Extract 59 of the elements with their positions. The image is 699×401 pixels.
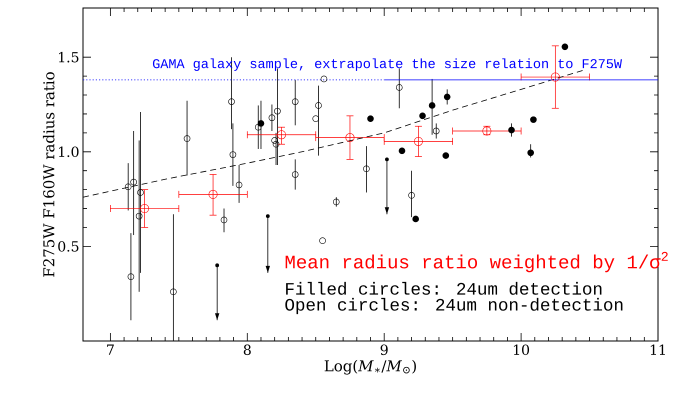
point xyxy=(271,137,278,144)
point xyxy=(562,43,568,50)
point xyxy=(408,192,415,199)
point xyxy=(398,148,406,154)
point xyxy=(428,102,436,109)
point xyxy=(367,115,374,122)
y-tick-label: 1.0 xyxy=(59,146,79,158)
point xyxy=(292,98,299,105)
point xyxy=(274,108,281,114)
y-axis-title: F275W F160W radius ratio xyxy=(42,72,54,277)
point xyxy=(137,189,144,196)
point xyxy=(208,190,218,199)
point xyxy=(254,124,262,130)
point xyxy=(130,178,137,186)
point xyxy=(292,171,299,178)
point xyxy=(550,72,560,82)
point xyxy=(272,140,280,148)
point xyxy=(530,116,537,123)
point xyxy=(385,157,389,162)
y-tick-label: 0.5 xyxy=(58,241,78,252)
annotation: Open circles: 24um non-detection xyxy=(285,298,622,314)
point xyxy=(444,94,450,100)
point xyxy=(419,112,426,120)
x-tick-label: 8 xyxy=(244,344,251,356)
point xyxy=(170,288,177,296)
point xyxy=(258,120,264,127)
x-tick-label: 10 xyxy=(514,344,530,356)
point xyxy=(332,198,340,206)
point xyxy=(412,216,419,222)
point xyxy=(363,166,370,172)
x-tick-label: 7 xyxy=(107,344,114,355)
point xyxy=(277,130,286,140)
point xyxy=(236,182,242,188)
point xyxy=(508,126,515,134)
x-tick-label: 11 xyxy=(650,344,665,355)
point xyxy=(442,152,450,159)
point xyxy=(228,98,235,105)
x-axis-title: Log(M$_{∗}$/M$_{⊙}$) xyxy=(324,360,416,375)
point xyxy=(268,114,276,122)
point xyxy=(396,84,403,91)
point xyxy=(319,237,326,244)
point xyxy=(432,128,440,134)
point xyxy=(136,212,142,220)
point xyxy=(266,214,270,218)
point xyxy=(124,183,132,190)
x-tick-label: 9 xyxy=(380,344,388,356)
point xyxy=(128,273,134,280)
point xyxy=(345,133,354,142)
point xyxy=(184,135,190,142)
point xyxy=(312,115,320,122)
point xyxy=(414,136,423,146)
point xyxy=(220,216,228,224)
point xyxy=(140,204,150,214)
y-tick-label: 1.5 xyxy=(59,52,78,62)
annotation: Filled circles: 24um detection xyxy=(286,282,602,295)
point xyxy=(230,151,236,158)
point xyxy=(320,76,328,82)
point xyxy=(315,102,322,109)
point xyxy=(215,263,220,268)
